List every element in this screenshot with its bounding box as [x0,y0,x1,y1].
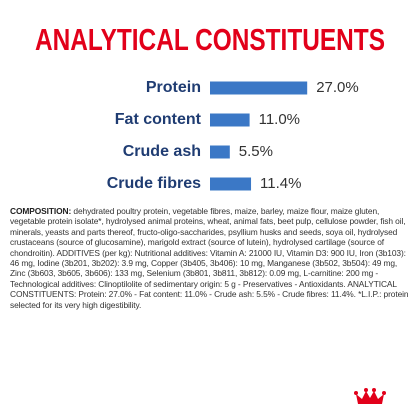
logo-crown [356,391,384,404]
value-label: 5.5% [239,143,273,160]
bar [210,145,230,159]
composition-label: COMPOSITION: [10,206,72,216]
bar [210,81,308,95]
logo-dot [372,388,376,392]
composition: COMPOSITION: dehydrated poultry protein,… [10,206,412,310]
logo-dot [382,391,386,395]
value-label: 11.0% [259,111,300,128]
category-label: Crude ash [123,143,201,160]
value-label: 27.0% [316,79,359,96]
logo-dot [364,388,368,392]
chart-title: ANALYTICAL CONSTITUENTS [35,22,385,57]
category-label: Protein [146,79,201,96]
bar [210,177,252,191]
category-label: Crude fibres [107,175,201,192]
composition-text: dehydrated poultry protein, vegetable fi… [10,206,409,310]
logo-dot [354,391,358,395]
logo [354,388,386,404]
bar [210,113,250,127]
category-label: Fat content [115,111,202,128]
value-label: 11.4% [260,175,301,192]
